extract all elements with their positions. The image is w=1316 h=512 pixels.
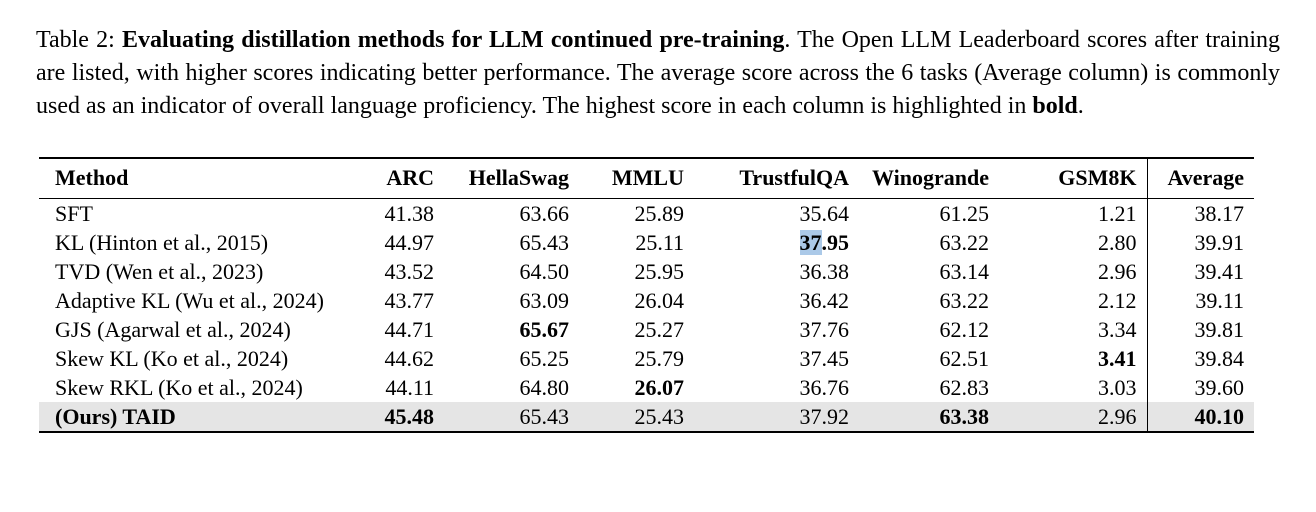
value-cell: 61.25 xyxy=(939,200,990,226)
col-header-mmlu: MMLU xyxy=(579,158,694,199)
table-row: (Ours) TAID 45.48 65.43 25.43 37.92 63.38 2.96… xyxy=(39,401,1254,432)
col-header-winogrande: Winogrande xyxy=(859,158,999,199)
value-cell: 63.22 xyxy=(939,287,990,313)
value-cell: 37.95 xyxy=(694,228,859,257)
value-cell: 25.43 xyxy=(634,403,685,429)
value-cell: 45.48 xyxy=(384,403,435,429)
col-header-average: Average xyxy=(1146,158,1254,199)
value-cell: 65.25 xyxy=(519,345,570,371)
value-cell: 2.80 xyxy=(1098,229,1137,255)
caption-title: Evaluating distillation methods for LLM … xyxy=(122,27,785,53)
caption-bold-word: bold xyxy=(1032,93,1078,119)
value-cell: 39.60 xyxy=(1146,372,1254,402)
caption-period: . xyxy=(1077,93,1084,119)
value-cell: 38.17 xyxy=(1146,198,1254,228)
method-cell: Skew KL (Ko et al., 2024) xyxy=(55,345,289,371)
value-cell: 43.77 xyxy=(384,287,435,313)
table-row: KL (Hinton et al., 2015) 44.97 65.43 25.11 3… xyxy=(39,227,1254,257)
col-header-arc: ARC xyxy=(369,158,444,199)
value-cell: 44.71 xyxy=(384,316,435,342)
value-cell: 62.51 xyxy=(939,345,990,371)
value-cell: 62.83 xyxy=(939,374,990,400)
value-cell: 63.09 xyxy=(519,287,570,313)
value-cell: 25.95 xyxy=(634,258,685,284)
value-cell: 3.41 xyxy=(1098,345,1137,371)
header-row: Method ARC HellaSwag MMLU TrustfulQA Win… xyxy=(39,158,1254,199)
value-cell: 3.03 xyxy=(1098,374,1137,400)
selected-text: 37 xyxy=(799,229,822,255)
value-cell: 37.92 xyxy=(799,403,850,429)
method-cell: Skew RKL (Ko et al., 2024) xyxy=(55,374,303,400)
value-cell: 39.11 xyxy=(1146,285,1254,315)
value-cell: 25.79 xyxy=(634,345,685,371)
value-cell: 39.41 xyxy=(1146,256,1254,286)
table-body: SFT 41.38 63.66 25.89 35.64 61.25 1.21 38.17 KL … xyxy=(39,198,1254,432)
value-cell: 25.89 xyxy=(634,200,685,226)
results-table: Method ARC HellaSwag MMLU TrustfulQA Win… xyxy=(39,157,1254,433)
value-cell: 63.14 xyxy=(939,258,990,284)
value-cell: 63.38 xyxy=(939,403,990,429)
value-cell: 41.38 xyxy=(384,200,435,226)
value-cell: 25.11 xyxy=(635,229,684,255)
value-cell: 40.10 xyxy=(1146,401,1254,432)
caption-body-text: . The Open LLM Leaderboard scores after … xyxy=(36,27,1281,119)
value-cell: 36.76 xyxy=(799,374,850,400)
value-cell: 43.52 xyxy=(384,258,435,284)
table-row: Skew KL (Ko et al., 2024) 44.62 65.25 25.79… xyxy=(39,343,1254,373)
method-cell: (Ours) TAID xyxy=(55,403,176,429)
value-cell: 39.91 xyxy=(1146,227,1254,257)
value-cell: 36.42 xyxy=(799,287,850,313)
value-cell: 1.21 xyxy=(1098,200,1137,226)
value-cell: 63.22 xyxy=(939,229,990,255)
method-cell: GJS (Agarwal et al., 2024) xyxy=(55,316,291,342)
table-row: Skew RKL (Ko et al., 2024) 44.11 64.80 26.0… xyxy=(39,372,1254,402)
value-cell: 44.97 xyxy=(384,229,435,255)
value-cell: 65.43 xyxy=(519,403,570,429)
table-row: SFT 41.38 63.66 25.89 35.64 61.25 1.21 38.17 xyxy=(39,198,1254,228)
value-cell: 26.07 xyxy=(634,374,685,400)
value-cell: 25.27 xyxy=(634,316,685,342)
value-cell: 44.62 xyxy=(384,345,435,371)
method-cell: TVD (Wen et al., 2023) xyxy=(55,258,264,284)
value-cell: 37.76 xyxy=(799,316,850,342)
col-header-gsm8k: GSM8K xyxy=(999,158,1147,199)
value-cell: 26.04 xyxy=(634,287,685,313)
col-header-method: Method xyxy=(39,158,369,199)
value-cell: 63.66 xyxy=(519,200,570,226)
table-row: GJS (Agarwal et al., 2024) 44.71 65.67 25.2… xyxy=(39,314,1254,344)
caption-table-label: Table 2: xyxy=(36,27,123,53)
value-cell: 65.67 xyxy=(519,316,570,342)
table-row: Adaptive KL (Wu et al., 2024) 43.77 63.09 2… xyxy=(39,285,1254,315)
value-cell: 65.43 xyxy=(519,229,570,255)
value-cell: 64.50 xyxy=(519,258,570,284)
value-cell: 2.96 xyxy=(1098,258,1137,284)
method-cell: KL (Hinton et al., 2015) xyxy=(55,229,269,255)
value-cell: 62.12 xyxy=(939,316,990,342)
table-row: TVD (Wen et al., 2023) 43.52 64.50 25.95 36.… xyxy=(39,256,1254,286)
method-cell: SFT xyxy=(55,200,93,226)
value-rest: .95 xyxy=(821,229,850,255)
value-cell: 44.11 xyxy=(385,374,434,400)
value-cell: 37.45 xyxy=(799,345,850,371)
value-cell: 64.80 xyxy=(519,374,570,400)
method-cell: Adaptive KL (Wu et al., 2024) xyxy=(55,287,324,313)
col-header-hellaswag: HellaSwag xyxy=(444,158,579,199)
value-cell: 35.64 xyxy=(799,200,850,226)
value-cell: 2.12 xyxy=(1098,287,1137,313)
value-cell: 2.96 xyxy=(1098,403,1137,429)
value-cell: 36.38 xyxy=(799,258,850,284)
value-cell: 39.81 xyxy=(1146,314,1254,344)
value-cell: 39.84 xyxy=(1146,343,1254,373)
value-cell: 3.34 xyxy=(1098,316,1137,342)
table-caption: Table 2: Evaluating distillation methods… xyxy=(36,24,1280,123)
col-header-trustfulqa: TrustfulQA xyxy=(694,158,859,199)
